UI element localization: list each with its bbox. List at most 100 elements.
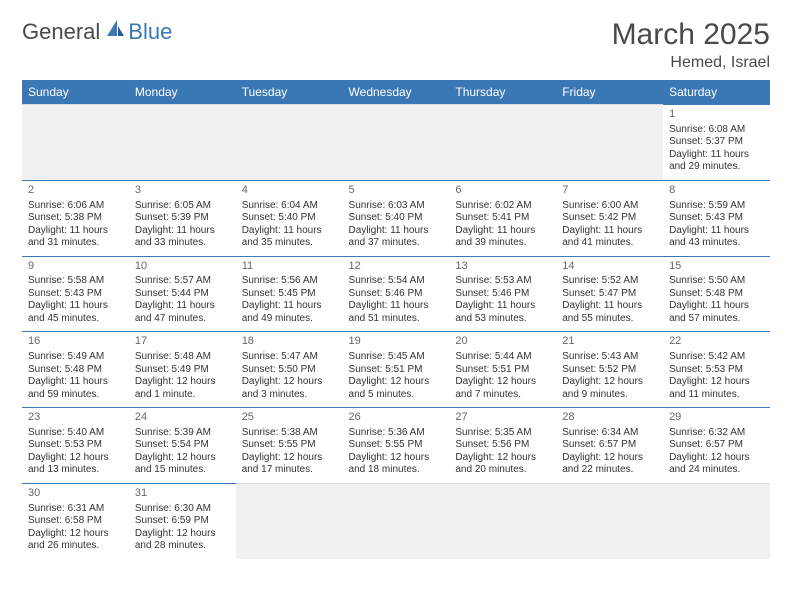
calendar-cell [556, 483, 663, 558]
day-details: Sunrise: 6:30 AMSunset: 6:59 PMDaylight:… [135, 503, 230, 553]
day-number: 7 [562, 184, 657, 198]
daylight-line: Daylight: 12 hours and 5 minutes. [349, 376, 444, 401]
sunset-line: Sunset: 5:54 PM [135, 439, 230, 452]
daylight-line: Daylight: 12 hours and 22 minutes. [562, 452, 657, 477]
sunset-line: Sunset: 5:50 PM [242, 364, 337, 377]
daylight-line: Daylight: 11 hours and 33 minutes. [135, 225, 230, 250]
day-number: 26 [349, 411, 444, 425]
title-block: March 2025 Hemed, Israel [612, 18, 770, 72]
calendar-cell: 16Sunrise: 5:49 AMSunset: 5:48 PMDayligh… [22, 332, 129, 408]
day-number: 30 [28, 487, 123, 501]
sunset-line: Sunset: 5:43 PM [669, 212, 764, 225]
sunrise-line: Sunrise: 5:36 AM [349, 427, 444, 440]
day-number: 27 [455, 411, 550, 425]
daylight-line: Daylight: 12 hours and 1 minute. [135, 376, 230, 401]
calendar-cell: 21Sunrise: 5:43 AMSunset: 5:52 PMDayligh… [556, 332, 663, 408]
sunset-line: Sunset: 5:49 PM [135, 364, 230, 377]
daylight-line: Daylight: 11 hours and 39 minutes. [455, 225, 550, 250]
calendar-cell: 20Sunrise: 5:44 AMSunset: 5:51 PMDayligh… [449, 332, 556, 408]
day-number: 25 [242, 411, 337, 425]
day-details: Sunrise: 6:00 AMSunset: 5:42 PMDaylight:… [562, 200, 657, 250]
weekday-header: Thursday [449, 80, 556, 105]
sunset-line: Sunset: 5:45 PM [242, 288, 337, 301]
daylight-line: Daylight: 11 hours and 45 minutes. [28, 300, 123, 325]
day-details: Sunrise: 6:06 AMSunset: 5:38 PMDaylight:… [28, 200, 123, 250]
daylight-line: Daylight: 11 hours and 55 minutes. [562, 300, 657, 325]
daylight-line: Daylight: 11 hours and 59 minutes. [28, 376, 123, 401]
day-number: 13 [455, 260, 550, 274]
calendar-cell: 19Sunrise: 5:45 AMSunset: 5:51 PMDayligh… [343, 332, 450, 408]
day-number: 14 [562, 260, 657, 274]
day-number: 10 [135, 260, 230, 274]
sunrise-line: Sunrise: 5:40 AM [28, 427, 123, 440]
sunrise-line: Sunrise: 5:56 AM [242, 275, 337, 288]
calendar-cell [449, 483, 556, 558]
sunrise-line: Sunrise: 6:03 AM [349, 200, 444, 213]
sunset-line: Sunset: 5:39 PM [135, 212, 230, 225]
title-location: Hemed, Israel [612, 54, 770, 72]
sunset-line: Sunset: 5:37 PM [669, 136, 764, 149]
sunrise-line: Sunrise: 6:06 AM [28, 200, 123, 213]
day-details: Sunrise: 6:05 AMSunset: 5:39 PMDaylight:… [135, 200, 230, 250]
sunrise-line: Sunrise: 5:48 AM [135, 351, 230, 364]
sunrise-line: Sunrise: 5:53 AM [455, 275, 550, 288]
daylight-line: Daylight: 11 hours and 47 minutes. [135, 300, 230, 325]
day-number: 29 [669, 411, 764, 425]
sunrise-line: Sunrise: 5:52 AM [562, 275, 657, 288]
day-number: 11 [242, 260, 337, 274]
day-number: 22 [669, 335, 764, 349]
sunrise-line: Sunrise: 5:57 AM [135, 275, 230, 288]
calendar-cell: 28Sunrise: 6:34 AMSunset: 6:57 PMDayligh… [556, 408, 663, 484]
daylight-line: Daylight: 11 hours and 51 minutes. [349, 300, 444, 325]
day-details: Sunrise: 5:42 AMSunset: 5:53 PMDaylight:… [669, 351, 764, 401]
day-details: Sunrise: 6:02 AMSunset: 5:41 PMDaylight:… [455, 200, 550, 250]
day-details: Sunrise: 5:57 AMSunset: 5:44 PMDaylight:… [135, 275, 230, 325]
calendar-cell: 3Sunrise: 6:05 AMSunset: 5:39 PMDaylight… [129, 180, 236, 256]
sunset-line: Sunset: 6:58 PM [28, 515, 123, 528]
sunset-line: Sunset: 5:53 PM [28, 439, 123, 452]
sunset-line: Sunset: 5:52 PM [562, 364, 657, 377]
calendar-row: 2Sunrise: 6:06 AMSunset: 5:38 PMDaylight… [22, 180, 770, 256]
sunset-line: Sunset: 5:53 PM [669, 364, 764, 377]
sunset-line: Sunset: 5:56 PM [455, 439, 550, 452]
calendar-cell: 1Sunrise: 6:08 AMSunset: 5:37 PMDaylight… [663, 105, 770, 181]
sunrise-line: Sunrise: 6:04 AM [242, 200, 337, 213]
day-number: 8 [669, 184, 764, 198]
calendar-cell: 29Sunrise: 6:32 AMSunset: 6:57 PMDayligh… [663, 408, 770, 484]
calendar-cell: 2Sunrise: 6:06 AMSunset: 5:38 PMDaylight… [22, 180, 129, 256]
calendar-cell [663, 483, 770, 558]
sunrise-line: Sunrise: 6:31 AM [28, 503, 123, 516]
logo-sail-icon [104, 18, 126, 45]
daylight-line: Daylight: 11 hours and 49 minutes. [242, 300, 337, 325]
daylight-line: Daylight: 12 hours and 24 minutes. [669, 452, 764, 477]
daylight-line: Daylight: 12 hours and 17 minutes. [242, 452, 337, 477]
sunrise-line: Sunrise: 5:47 AM [242, 351, 337, 364]
sunset-line: Sunset: 5:41 PM [455, 212, 550, 225]
daylight-line: Daylight: 12 hours and 15 minutes. [135, 452, 230, 477]
calendar-cell: 12Sunrise: 5:54 AMSunset: 5:46 PMDayligh… [343, 256, 450, 332]
calendar-cell [236, 483, 343, 558]
day-number: 6 [455, 184, 550, 198]
sunrise-line: Sunrise: 6:00 AM [562, 200, 657, 213]
calendar-cell: 17Sunrise: 5:48 AMSunset: 5:49 PMDayligh… [129, 332, 236, 408]
sunset-line: Sunset: 6:57 PM [562, 439, 657, 452]
day-number: 9 [28, 260, 123, 274]
day-details: Sunrise: 5:36 AMSunset: 5:55 PMDaylight:… [349, 427, 444, 477]
sunset-line: Sunset: 5:38 PM [28, 212, 123, 225]
calendar-cell: 13Sunrise: 5:53 AMSunset: 5:46 PMDayligh… [449, 256, 556, 332]
calendar-row: 9Sunrise: 5:58 AMSunset: 5:43 PMDaylight… [22, 256, 770, 332]
calendar-cell: 8Sunrise: 5:59 AMSunset: 5:43 PMDaylight… [663, 180, 770, 256]
day-details: Sunrise: 5:52 AMSunset: 5:47 PMDaylight:… [562, 275, 657, 325]
sunrise-line: Sunrise: 6:34 AM [562, 427, 657, 440]
calendar-cell: 11Sunrise: 5:56 AMSunset: 5:45 PMDayligh… [236, 256, 343, 332]
daylight-line: Daylight: 11 hours and 37 minutes. [349, 225, 444, 250]
day-details: Sunrise: 5:38 AMSunset: 5:55 PMDaylight:… [242, 427, 337, 477]
sunset-line: Sunset: 5:40 PM [242, 212, 337, 225]
day-number: 23 [28, 411, 123, 425]
day-number: 1 [669, 108, 764, 122]
calendar-cell [556, 105, 663, 181]
calendar-row: 16Sunrise: 5:49 AMSunset: 5:48 PMDayligh… [22, 332, 770, 408]
day-details: Sunrise: 6:03 AMSunset: 5:40 PMDaylight:… [349, 200, 444, 250]
calendar-cell [129, 105, 236, 181]
calendar-cell: 6 Sunrise: 6:02 AMSunset: 5:41 PMDaylight… [449, 180, 556, 256]
